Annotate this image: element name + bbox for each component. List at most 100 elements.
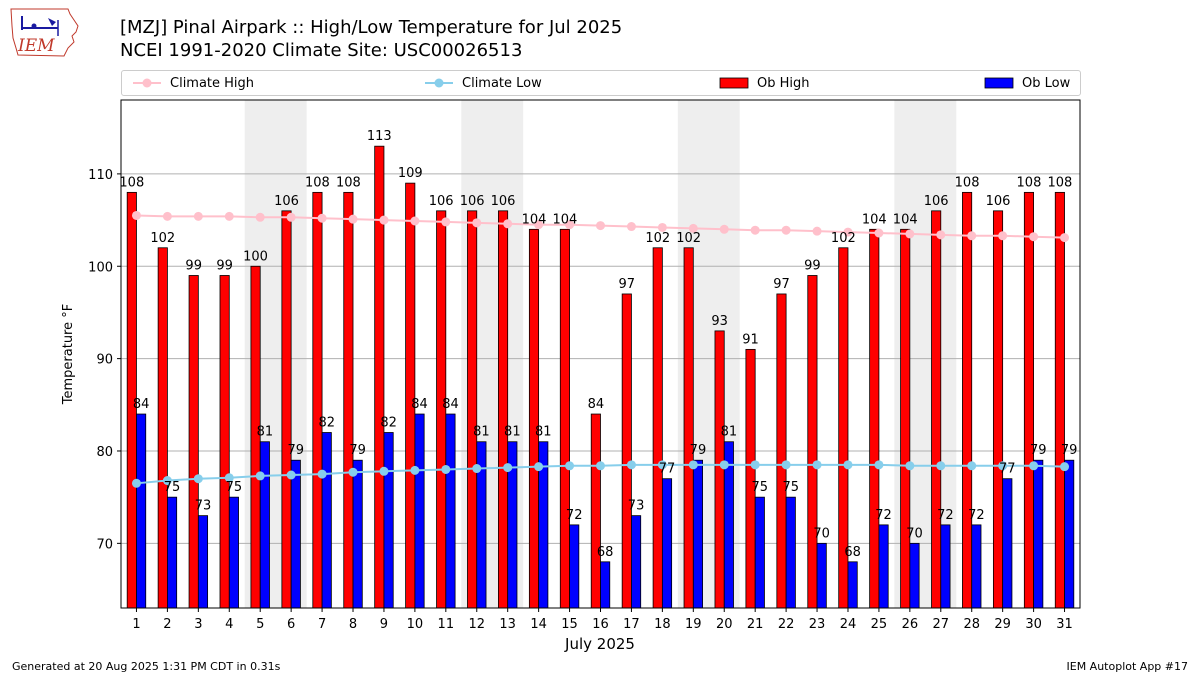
ob-high-bar	[590, 413, 601, 609]
ob-low-value-label: 72	[875, 508, 892, 523]
x-tick-label: 20	[716, 617, 733, 632]
ob-low-value-label: 79	[349, 443, 366, 458]
x-tick-label: 12	[468, 617, 485, 632]
x-tick-label: 22	[778, 617, 795, 632]
x-tick-label: 13	[499, 617, 516, 632]
x-tick-label: 23	[809, 617, 826, 632]
x-tick-label: 28	[963, 617, 980, 632]
ob-low-value-label: 81	[721, 425, 738, 440]
ob-low-bar	[754, 496, 765, 609]
generated-timestamp: Generated at 20 Aug 2025 1:31 PM CDT in …	[12, 660, 281, 673]
legend-climate-low: Climate Low	[424, 71, 542, 95]
climate-low-point	[936, 461, 946, 471]
x-tick-label: 21	[747, 617, 764, 632]
legend-climate-high: Climate High	[132, 71, 254, 95]
ob-low-bar	[785, 496, 796, 609]
ob-high-value-label: 106	[460, 194, 485, 209]
x-tick-label: 16	[592, 617, 609, 632]
x-tick-label: 15	[561, 617, 578, 632]
ob-high-value-label: 113	[367, 129, 392, 144]
ob-low-value-label: 79	[1030, 443, 1047, 458]
ob-low-value-label: 70	[813, 526, 830, 541]
ob-high-value-label: 108	[955, 175, 980, 190]
climate-high-point	[317, 213, 327, 223]
ob-low-value-label: 81	[535, 425, 552, 440]
climate-high-point	[162, 211, 172, 221]
ob-high-value-label: 102	[150, 231, 175, 246]
climate-high-point	[193, 211, 203, 221]
ob-low-value-label: 75	[752, 480, 769, 495]
ob-high-bar	[869, 228, 880, 609]
climate-high-point	[874, 228, 884, 238]
ob-high-value-label: 97	[619, 277, 636, 292]
climate-high-point	[719, 224, 729, 234]
climate-high-point	[1060, 233, 1070, 243]
ob-high-bar	[312, 191, 323, 609]
climate-low-point	[998, 461, 1008, 471]
climate-low-point	[348, 467, 358, 477]
climate-low-point	[874, 460, 884, 470]
x-tick-label: 2	[163, 617, 171, 632]
ob-low-bar	[352, 459, 363, 609]
ob-high-bar	[528, 228, 540, 609]
legend-ob-high: Ob High	[719, 71, 810, 95]
climate-low-point	[193, 474, 203, 484]
climate-high-point	[286, 212, 296, 222]
ob-high-bar	[776, 293, 787, 609]
x-tick-label: 27	[933, 617, 950, 632]
ob-low-bar	[631, 515, 642, 609]
x-tick-label: 4	[225, 617, 233, 632]
y-tick-label: 90	[96, 353, 113, 368]
climate-high-point	[688, 223, 698, 233]
logo-text: IEM	[17, 36, 55, 56]
climate-low-point	[1029, 461, 1039, 471]
climate-high-point	[348, 214, 358, 224]
iem-logo: IEM	[10, 8, 79, 57]
climate-high-point	[626, 222, 636, 232]
ob-low-value-label: 81	[504, 425, 521, 440]
climate-low-point	[596, 461, 605, 471]
y-tick-label: 80	[96, 445, 113, 460]
x-tick-label: 18	[654, 617, 671, 632]
climate-low-point	[812, 460, 822, 470]
climate-low-point	[967, 461, 977, 471]
ob-high-bar	[1023, 191, 1034, 609]
ob-high-value-label: 99	[216, 258, 233, 273]
ob-high-bar	[683, 247, 694, 609]
ob-low-bar	[1033, 459, 1044, 609]
climate-low-point	[1060, 462, 1070, 472]
ob-high-value-label: 102	[676, 231, 701, 246]
ob-low-value-label: 84	[133, 397, 150, 412]
climate-high-point	[967, 231, 977, 241]
y-tick-label: 70	[96, 537, 113, 552]
ob-high-bar	[962, 191, 973, 609]
ob-high-value-label: 109	[398, 166, 423, 181]
climate-low-point	[224, 473, 234, 483]
x-tick-label: 9	[380, 617, 388, 632]
x-tick-label: 7	[318, 617, 326, 632]
y-axis-label: Temperature °F	[61, 304, 76, 405]
x-tick-label: 24	[840, 617, 857, 632]
x-tick-label: 30	[1025, 617, 1042, 632]
legend-ob-high-label: Ob High	[757, 75, 810, 91]
ob-low-bar	[847, 561, 858, 609]
ob-high-value-label: 108	[336, 175, 361, 190]
ob-low-bar	[1064, 459, 1075, 609]
ob-low-value-label: 72	[968, 508, 985, 523]
ob-low-bar	[290, 459, 301, 609]
y-tick-label: 110	[88, 168, 113, 183]
ob-high-bar	[188, 275, 199, 609]
ob-high-value-label: 106	[491, 194, 516, 209]
climate-lines	[131, 210, 1070, 488]
x-tick-label: 3	[194, 617, 202, 632]
ob-high-bar	[900, 228, 911, 609]
ob-high-value-label: 106	[924, 194, 949, 209]
ob-low-bar	[445, 413, 456, 609]
ob-low-value-label: 77	[659, 462, 676, 477]
climate-low-point	[750, 460, 760, 470]
climate-high-point	[1029, 232, 1039, 242]
ob-high-bar	[745, 348, 756, 609]
ob-high-bar	[405, 182, 416, 609]
ob-high-value-label: 84	[588, 397, 605, 412]
